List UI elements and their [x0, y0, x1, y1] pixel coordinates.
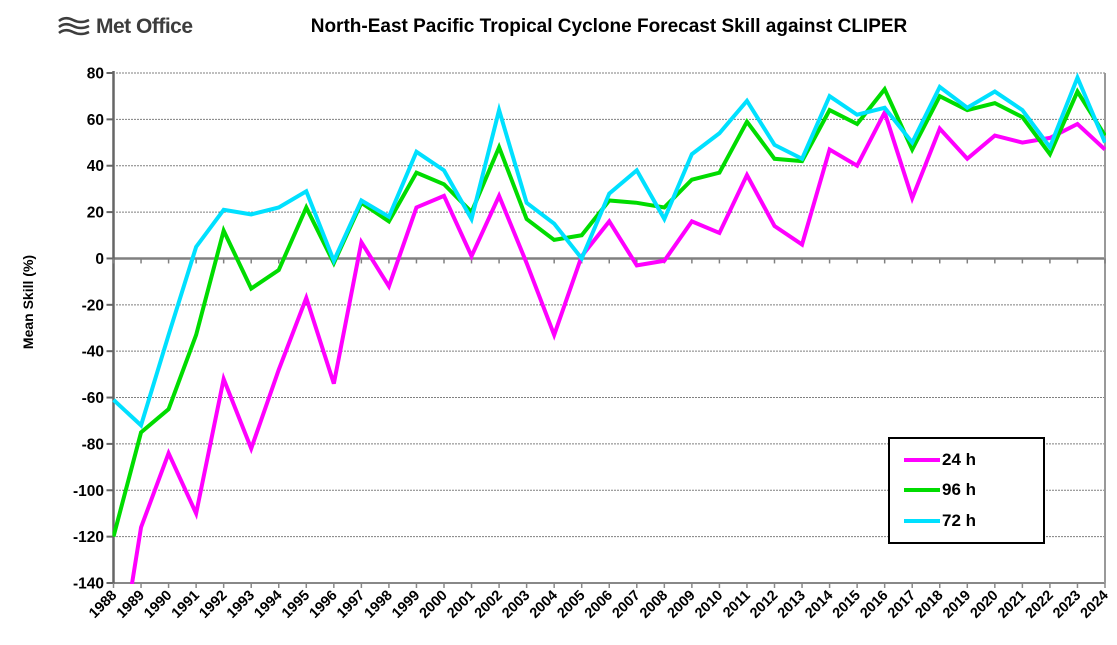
year-label: 2001	[444, 588, 478, 622]
y-tick-label: -40	[82, 344, 104, 361]
year-label: 2023	[1050, 588, 1084, 622]
year-label: 2019	[940, 588, 974, 622]
year-label: 1996	[307, 588, 341, 622]
year-label: 1990	[141, 588, 175, 622]
year-label: 2011	[720, 588, 754, 622]
legend-box: 24 h 96 h 72 h	[888, 437, 1045, 544]
legend-label-72h: 72 h	[942, 510, 977, 530]
year-label: 2009	[665, 588, 699, 622]
year-label: 2008	[637, 588, 671, 622]
legend-swatch-72h	[904, 518, 940, 523]
logo-text: Met Office	[96, 15, 193, 38]
year-label: 1991	[169, 588, 203, 622]
year-label: 2018	[912, 588, 946, 622]
year-label: 1998	[362, 588, 396, 622]
y-tick-label: 0	[95, 251, 104, 268]
year-label: 2014	[802, 588, 836, 622]
year-label: 2016	[857, 588, 891, 622]
year-label: 2013	[775, 588, 809, 622]
y-tick-label: -140	[73, 576, 104, 593]
year-label: 1989	[114, 588, 148, 622]
year-label: 2005	[554, 588, 588, 622]
y-tick-label: -120	[73, 529, 104, 546]
year-label: 2003	[499, 588, 533, 622]
legend-label-24h: 24 h	[942, 450, 977, 470]
year-label: 2010	[692, 588, 726, 622]
y-tick-label: -80	[82, 436, 104, 453]
year-label: 1993	[224, 588, 258, 622]
year-label: 2022	[1023, 588, 1057, 622]
y-tick-label: -100	[73, 483, 104, 500]
year-label: 2000	[417, 588, 451, 622]
y-tick-label: 60	[87, 112, 104, 129]
year-label: 2020	[968, 588, 1002, 622]
year-label: 1992	[196, 588, 230, 622]
year-label: 2021	[995, 588, 1029, 622]
year-label: 2017	[885, 588, 919, 622]
y-tick-label: 40	[87, 158, 104, 175]
y-tick-label: 80	[87, 66, 104, 83]
met-office-logo: Met Office	[57, 14, 193, 40]
year-label: 2015	[830, 588, 864, 622]
series-line-24h	[129, 107, 1106, 584]
year-label: 2002	[472, 588, 506, 622]
chart-title: North-East Pacific Tropical Cyclone Fore…	[310, 16, 908, 37]
year-label: 2024	[1078, 588, 1112, 622]
year-label: 1997	[334, 588, 368, 622]
year-label: 1999	[389, 588, 423, 622]
year-label: 1994	[251, 588, 285, 622]
year-label: 2004	[527, 588, 561, 622]
legend-swatch-24h	[904, 458, 940, 463]
y-tick-label: -60	[82, 390, 104, 407]
year-label: 1995	[279, 588, 313, 622]
met-office-waves-icon	[58, 16, 90, 36]
y-tick-label: -20	[82, 297, 104, 314]
legend-item-24h: 24 h	[904, 450, 1043, 470]
series-line-72h	[112, 72, 1106, 429]
legend-item-72h: 72 h	[904, 511, 1043, 531]
legend-label-96h: 96 h	[942, 480, 977, 500]
legend-swatch-96h	[904, 488, 940, 493]
year-label: 2007	[609, 588, 643, 622]
year-label: 1988	[86, 588, 120, 622]
legend-item-96h: 96 h	[904, 480, 1043, 500]
y-tick-label: 20	[87, 205, 104, 222]
series-line-96h	[112, 85, 1106, 538]
year-label: 2006	[582, 588, 616, 622]
year-label: 2012	[747, 588, 781, 622]
